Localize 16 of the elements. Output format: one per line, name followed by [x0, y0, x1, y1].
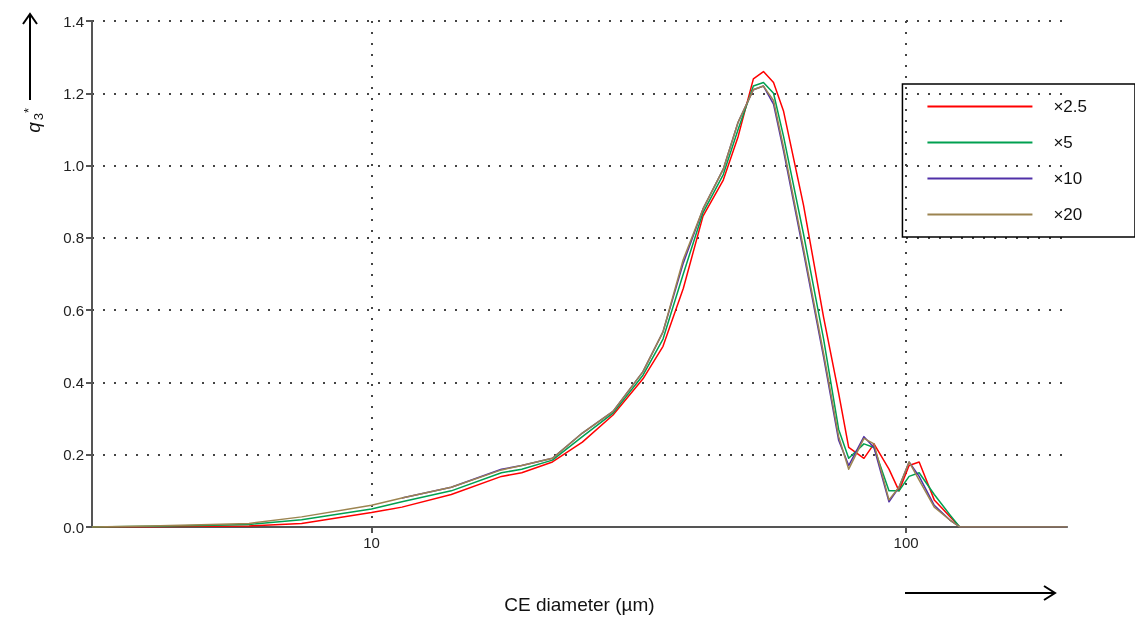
x-tick-label: 100 [893, 534, 919, 551]
y-tick-label: 1.0 [63, 157, 84, 175]
y-axis-title: q3* [21, 108, 46, 133]
y-tick-label: 0.0 [63, 518, 84, 536]
x-axis-title: CE diameter (µm) [504, 594, 655, 615]
y-tick-label: 0.8 [63, 229, 84, 247]
y-tick-label: 0.4 [63, 373, 84, 391]
y-tick-label: 0.2 [63, 446, 84, 464]
y-tick-label: 0.6 [63, 301, 84, 319]
text: ×5 [1053, 133, 1073, 152]
text: ×10 [1053, 169, 1083, 188]
y-tick-label: 1.2 [63, 84, 84, 102]
text: ×20 [1053, 205, 1083, 224]
text: ×2.5 [1053, 97, 1087, 116]
y-tick-label: 1.4 [63, 12, 84, 30]
x-tick-label: 10 [363, 534, 380, 551]
